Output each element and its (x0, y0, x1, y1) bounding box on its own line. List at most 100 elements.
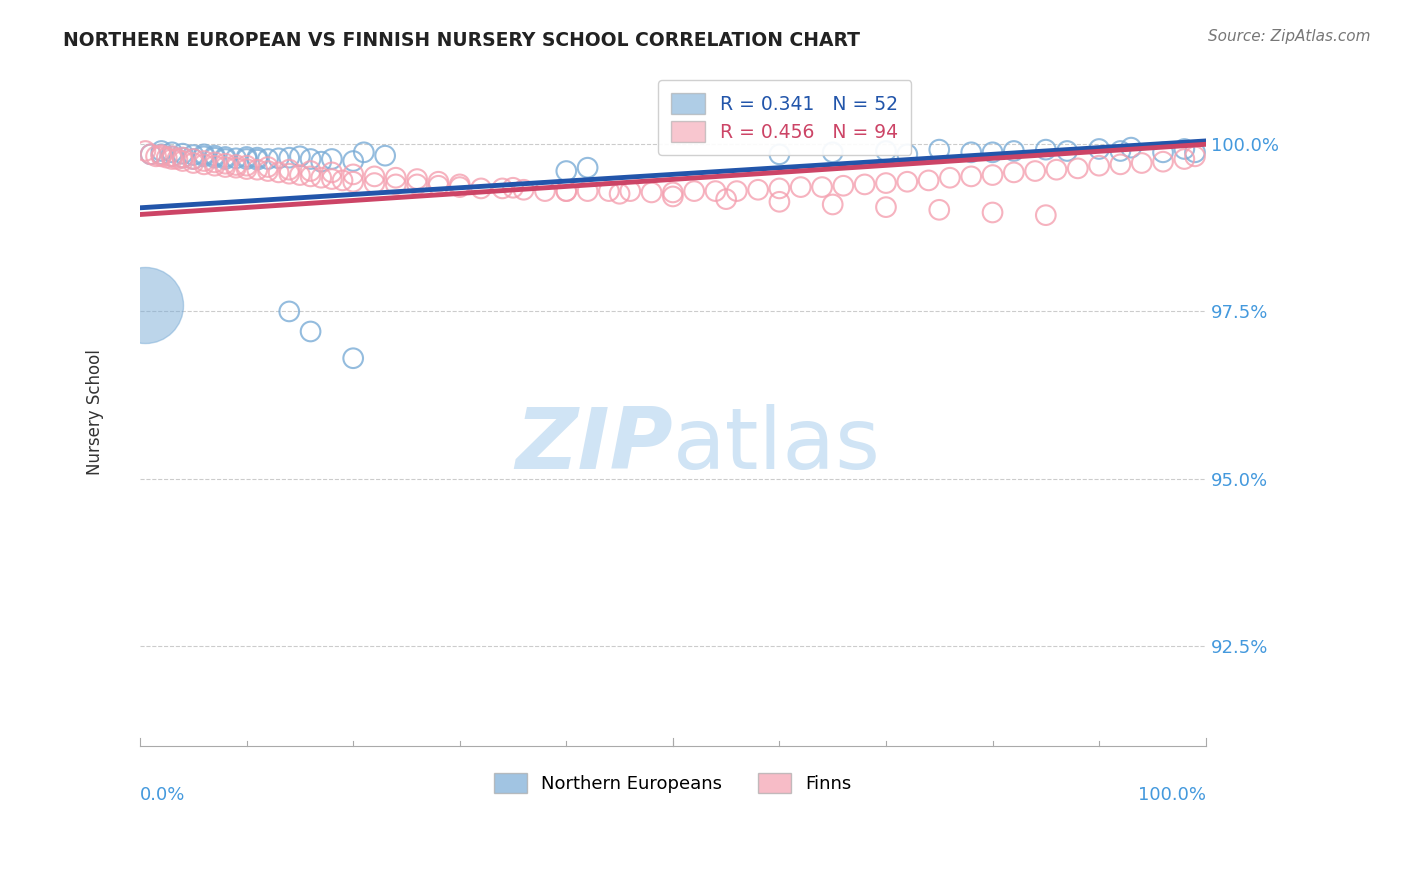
Point (374, 149, 396, 163)
Point (172, 146, 194, 161)
Point (139, 147, 162, 161)
Point (619, 184, 641, 198)
Point (204, 149, 226, 163)
Point (267, 165, 290, 179)
Point (1067, 161, 1090, 176)
Point (150, 148, 173, 162)
Point (246, 153, 269, 167)
Point (172, 154, 194, 169)
Point (214, 150, 236, 164)
Point (1119, 141, 1142, 155)
Point (363, 176, 385, 190)
Point (555, 184, 578, 198)
Point (1088, 142, 1111, 156)
Point (214, 152, 236, 166)
Text: 100.0%: 100.0% (1137, 786, 1206, 804)
Point (1184, 149, 1206, 163)
Point (139, 147, 162, 161)
Point (299, 152, 322, 166)
Point (662, 189, 685, 203)
Point (332, 173, 354, 187)
Point (832, 178, 855, 193)
Point (555, 164, 578, 178)
Point (321, 172, 343, 186)
Point (145, 149, 167, 163)
Point (246, 162, 269, 177)
Point (299, 164, 322, 178)
Point (960, 169, 983, 184)
Point (150, 149, 173, 163)
Point (917, 173, 939, 187)
Point (714, 192, 737, 206)
Point (183, 148, 205, 162)
Point (299, 325, 322, 339)
Point (278, 162, 301, 177)
Point (214, 157, 236, 171)
Point (449, 178, 471, 192)
Point (235, 161, 257, 176)
Point (747, 183, 769, 197)
Point (385, 170, 408, 185)
Point (134, 144, 156, 158)
Point (406, 178, 429, 192)
Point (193, 147, 215, 161)
Point (981, 168, 1004, 182)
Point (267, 152, 290, 166)
Point (150, 147, 173, 161)
Point (1002, 144, 1025, 158)
Point (257, 160, 280, 174)
Point (928, 202, 950, 217)
Point (288, 168, 311, 182)
Point (166, 152, 188, 166)
Point (342, 167, 364, 181)
Point (193, 154, 215, 169)
Point (640, 186, 662, 200)
Point (768, 181, 790, 195)
Point (683, 184, 706, 198)
Point (214, 160, 236, 174)
Point (321, 165, 343, 179)
Point (704, 184, 727, 198)
Point (555, 184, 578, 198)
Point (512, 183, 534, 197)
Point (363, 169, 385, 184)
Point (534, 184, 557, 198)
Point (598, 184, 620, 198)
Point (790, 180, 813, 194)
Point (225, 161, 247, 175)
Point (1024, 164, 1046, 178)
Point (939, 170, 962, 185)
Point (1002, 165, 1025, 179)
Point (288, 149, 311, 163)
Point (928, 143, 950, 157)
Point (768, 147, 790, 161)
Text: NORTHERN EUROPEAN VS FINNISH NURSERY SCHOOL CORRELATION CHART: NORTHERN EUROPEAN VS FINNISH NURSERY SCH… (63, 31, 860, 50)
Point (278, 304, 301, 318)
Point (1184, 145, 1206, 160)
Point (609, 186, 631, 201)
Point (183, 156, 205, 170)
Point (172, 151, 194, 165)
Point (1109, 157, 1132, 171)
Point (427, 178, 450, 193)
Text: Source: ZipAtlas.com: Source: ZipAtlas.com (1208, 29, 1371, 44)
Point (160, 149, 183, 163)
Point (156, 151, 179, 165)
Point (449, 180, 471, 194)
Point (491, 181, 513, 195)
Point (896, 175, 918, 189)
Point (1035, 143, 1057, 157)
Point (853, 178, 876, 192)
Point (662, 186, 685, 200)
Point (1088, 159, 1111, 173)
Point (470, 181, 492, 195)
Point (821, 145, 844, 160)
Point (193, 157, 215, 171)
Point (1173, 152, 1195, 166)
Point (204, 155, 226, 169)
Legend: Northern Europeans, Finns: Northern Europeans, Finns (484, 763, 862, 804)
Point (1152, 154, 1174, 169)
Point (1173, 142, 1195, 156)
Point (406, 172, 429, 186)
Point (427, 175, 450, 189)
